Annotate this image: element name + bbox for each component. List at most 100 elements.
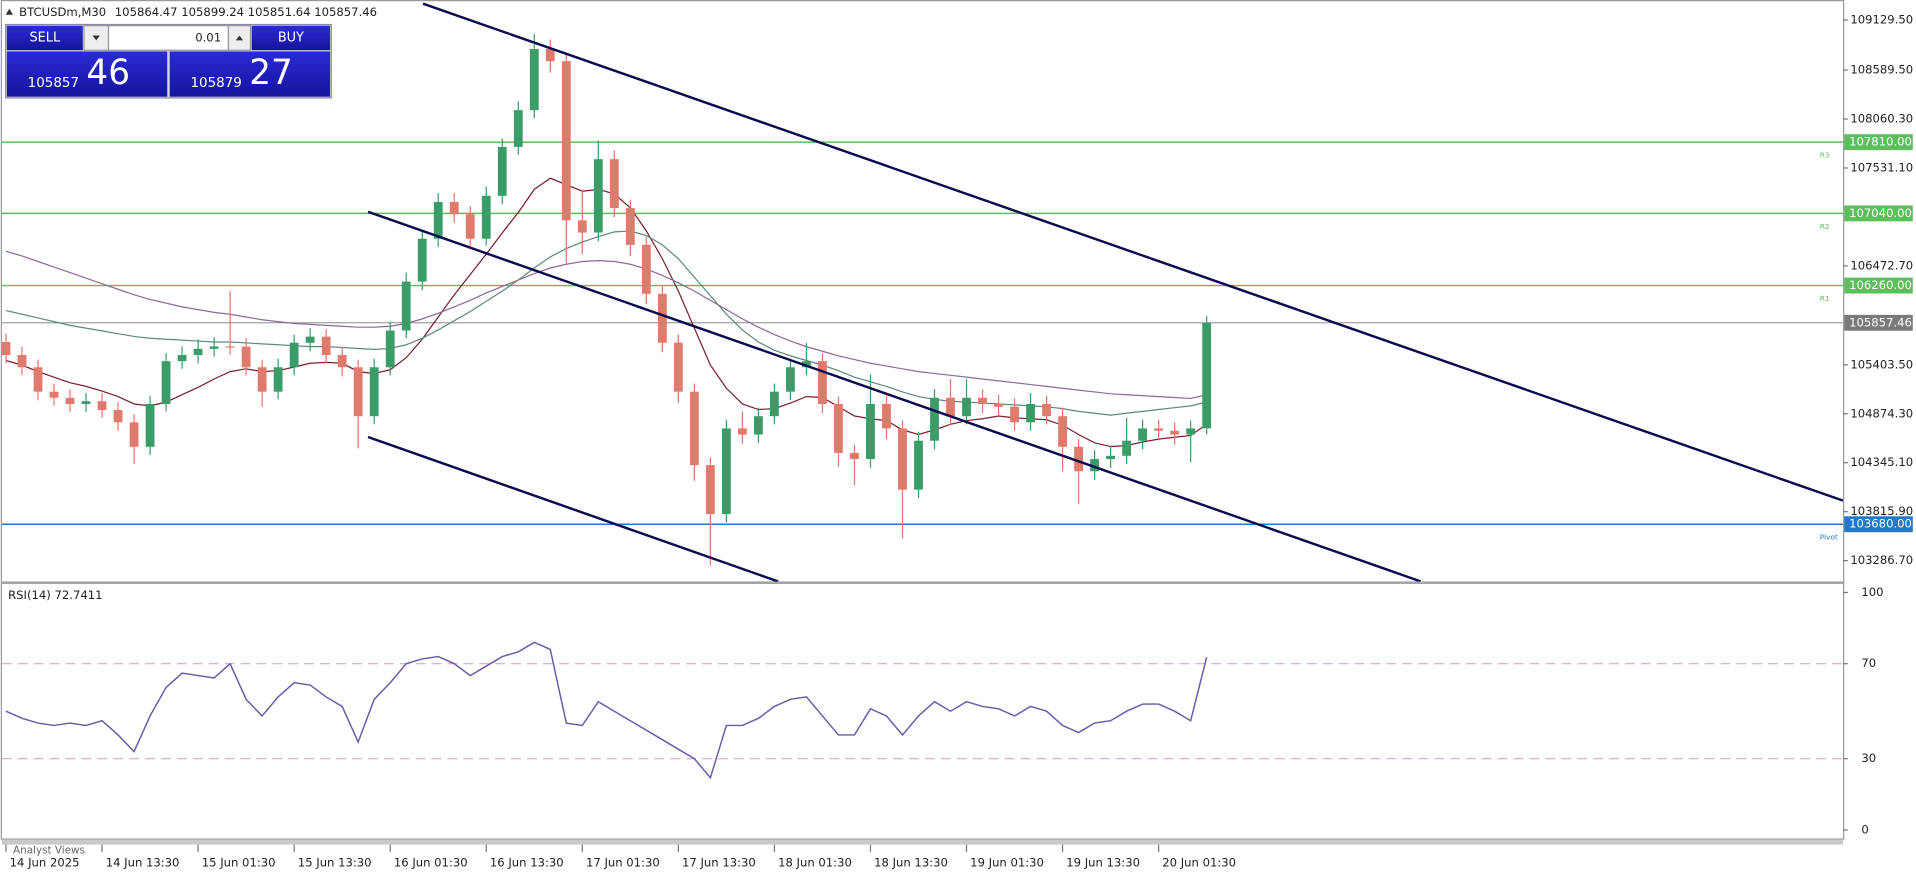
candle-body bbox=[33, 367, 43, 392]
candle-body bbox=[737, 428, 747, 435]
candle-body bbox=[1, 341, 11, 356]
level-label-box bbox=[1844, 205, 1913, 222]
candle-body bbox=[1058, 416, 1067, 447]
candle-body bbox=[577, 220, 587, 233]
candle-body bbox=[770, 391, 779, 417]
moving-average bbox=[5, 250, 1207, 400]
x-tick-label: 17 Jun 01:30 bbox=[586, 855, 660, 869]
candle-body bbox=[705, 465, 715, 515]
candle-body bbox=[513, 110, 523, 147]
tab-label[interactable]: Analyst Views bbox=[13, 845, 85, 857]
y-tick-label: 100 bbox=[1861, 585, 1883, 599]
y-tick-label: 70 bbox=[1861, 656, 1876, 670]
y-tick-label: 109129.50 bbox=[1850, 13, 1913, 27]
candle-body bbox=[930, 397, 939, 441]
candle-body bbox=[625, 208, 635, 245]
candle-body bbox=[898, 428, 907, 490]
candle-body bbox=[754, 416, 763, 435]
y-tick-label: 106472.70 bbox=[1850, 258, 1913, 272]
rsi-plot bbox=[1, 641, 1844, 780]
tab-bar bbox=[1, 839, 1844, 845]
candle-body bbox=[641, 244, 651, 294]
candle-body bbox=[449, 202, 459, 215]
header-open: 105864.47 bbox=[115, 5, 178, 19]
sell-price: 105857 bbox=[28, 76, 79, 91]
candle-body bbox=[17, 355, 27, 368]
volume-input[interactable] bbox=[107, 25, 230, 51]
y-tick-label: 104345.10 bbox=[1850, 455, 1913, 469]
candle-body bbox=[417, 238, 427, 282]
sell-price-box[interactable] bbox=[6, 51, 168, 97]
header-close: 105857.46 bbox=[314, 5, 377, 19]
volume-value[interactable]: 0.01 bbox=[195, 30, 221, 44]
last-price-label: 105857.46 bbox=[1849, 315, 1912, 329]
level-name: Pivot bbox=[1820, 533, 1838, 542]
sell-pips: 46 bbox=[86, 53, 130, 93]
x-tick-label: 18 Jun 01:30 bbox=[778, 855, 852, 869]
candle-body bbox=[65, 397, 75, 404]
level-label: 107810.00 bbox=[1849, 135, 1912, 149]
level-name: R2 bbox=[1820, 222, 1830, 231]
level-label: 106260.00 bbox=[1849, 278, 1912, 292]
level-label-box bbox=[1844, 277, 1913, 294]
x-tick-label: 16 Jun 01:30 bbox=[394, 855, 468, 869]
candle-body bbox=[113, 410, 123, 423]
candle-body bbox=[209, 346, 219, 349]
x-tick-label: 17 Jun 13:30 bbox=[682, 855, 756, 869]
x-tick-label: 20 Jun 01:30 bbox=[1162, 855, 1236, 869]
rsi-title: RSI(14) bbox=[8, 587, 51, 601]
x-tick-label: 19 Jun 01:30 bbox=[970, 855, 1044, 869]
candle-body bbox=[834, 403, 843, 453]
level-label: 107040.00 bbox=[1849, 206, 1912, 220]
x-tick-label: 15 Jun 01:30 bbox=[202, 855, 276, 869]
candle-body bbox=[97, 401, 107, 411]
collapse-icon[interactable] bbox=[5, 8, 14, 15]
candle-body bbox=[1170, 430, 1180, 435]
candle-body bbox=[561, 61, 571, 221]
candle-body bbox=[866, 403, 875, 460]
candle-body bbox=[369, 367, 379, 417]
trendline bbox=[422, 2, 1844, 502]
candle-body bbox=[657, 293, 667, 343]
candle-body bbox=[1090, 459, 1100, 472]
y-tick-label: 103815.90 bbox=[1850, 504, 1913, 518]
buy-button[interactable] bbox=[251, 25, 331, 51]
rsi-line bbox=[5, 641, 1208, 780]
last-price-box bbox=[1844, 314, 1913, 331]
buy-label[interactable]: BUY bbox=[278, 30, 304, 45]
one-click-trading: SELL 0.01 BUY 105857 46 105879 27 bbox=[5, 23, 332, 99]
candle-body bbox=[545, 49, 555, 62]
candle-body bbox=[609, 159, 619, 209]
candle-body bbox=[978, 397, 987, 404]
sell-button[interactable] bbox=[6, 25, 83, 51]
candle-body bbox=[321, 336, 331, 356]
x-tick-label: 15 Jun 13:30 bbox=[298, 855, 372, 869]
candle-body bbox=[49, 391, 59, 398]
symbol: BTCUSDm,M30 bbox=[19, 5, 106, 19]
candle-body bbox=[850, 452, 859, 460]
header-high: 105899.24 bbox=[181, 5, 244, 19]
candle-body bbox=[465, 214, 475, 239]
sell-label[interactable]: SELL bbox=[30, 30, 61, 45]
x-tick-label: 16 Jun 13:30 bbox=[490, 855, 564, 869]
candle-body bbox=[1106, 455, 1116, 460]
candle-body bbox=[914, 440, 923, 490]
candle-body bbox=[1042, 403, 1051, 417]
candle-body bbox=[786, 367, 795, 392]
buy-price-box[interactable] bbox=[169, 51, 331, 97]
candle-body bbox=[689, 391, 699, 466]
candle-body bbox=[273, 367, 283, 392]
moving-average bbox=[5, 230, 1207, 416]
candle-body bbox=[177, 355, 187, 362]
up-arrow bbox=[235, 35, 244, 41]
rsi-panel bbox=[0, 582, 1845, 840]
buy-price: 105879 bbox=[190, 76, 241, 91]
level-name: R3 bbox=[1820, 151, 1830, 160]
buy-pips: 27 bbox=[249, 53, 293, 93]
down-arrow bbox=[92, 35, 100, 41]
x-tick-label: 19 Jun 13:30 bbox=[1066, 855, 1140, 869]
y-tick-label: 103286.70 bbox=[1850, 553, 1913, 567]
